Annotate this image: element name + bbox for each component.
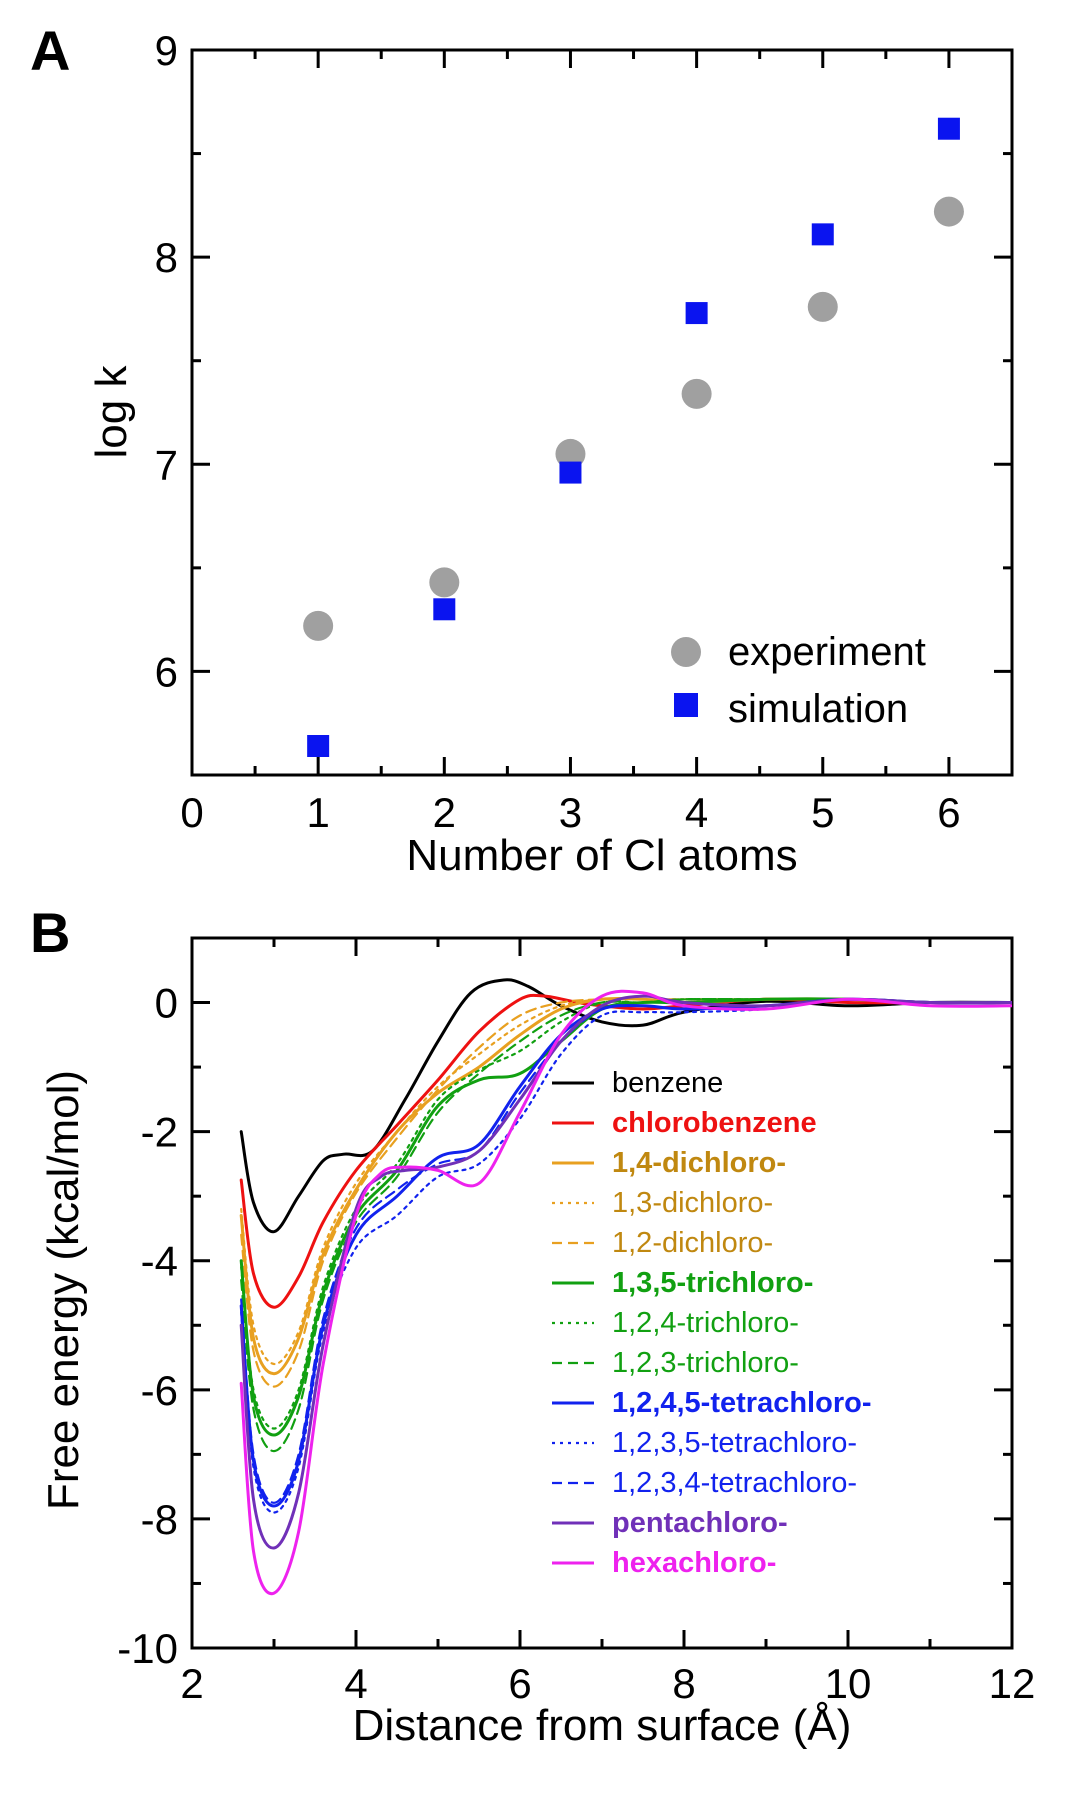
x-tick-label: 4 bbox=[344, 1660, 367, 1707]
x-tick-label: 6 bbox=[508, 1660, 531, 1707]
simulation-point bbox=[937, 117, 960, 140]
panel-b-y-axis-title: Free energy (kcal/mol) bbox=[39, 1070, 88, 1510]
panel-b-legend: benzene chlorobenzene 1,4-dichloro- 1,3-dic… bbox=[552, 1067, 871, 1579]
x-tick-label: 5 bbox=[811, 789, 834, 836]
x-tick-label: 10 bbox=[825, 1660, 872, 1707]
y-tick-label: 8 bbox=[155, 234, 178, 281]
x-tick-label: 4 bbox=[685, 789, 708, 836]
experiment-point bbox=[807, 291, 838, 322]
legend-hexachloro-label: hexachloro- bbox=[612, 1547, 776, 1579]
benzene-line bbox=[239, 978, 1012, 1234]
simulation-point bbox=[811, 223, 834, 246]
legend-1-4-dichloro-label: 1,4-dichloro- bbox=[612, 1147, 786, 1179]
experiment-point bbox=[681, 378, 712, 409]
simulation-point bbox=[433, 598, 456, 621]
legend-1-3-5-trichloro-label: 1,3,5-trichloro- bbox=[612, 1267, 813, 1299]
experiment-point bbox=[933, 196, 964, 227]
panel-b-tick-labels: 2 4 6 8 10 12 -10 -8 -6 -4 -2 0 bbox=[117, 980, 1035, 1707]
x-tick-label: 12 bbox=[989, 1660, 1036, 1707]
x-tick-label: 8 bbox=[672, 1660, 695, 1707]
y-tick-label: -4 bbox=[141, 1238, 178, 1285]
legend-pentachloro-label: pentachloro- bbox=[612, 1507, 788, 1539]
legend-1-2-3-4-tetrachloro-label: 1,2,3,4-tetrachloro- bbox=[612, 1467, 857, 1499]
panel-a-tick-labels: 0 1 2 3 4 5 6 6 7 8 9 bbox=[155, 27, 961, 836]
panel-b-ticks bbox=[190, 938, 1014, 1650]
legend-experiment-marker bbox=[671, 637, 701, 667]
legend-1-3-dichloro-label: 1,3-dichloro- bbox=[612, 1187, 773, 1219]
pentachloro-line bbox=[239, 994, 1012, 1550]
1-2-4-trichloro-line bbox=[240, 997, 1012, 1430]
panel-a-ticks bbox=[190, 48, 1012, 775]
panel-b: B 2 4 6 8 10 12 -10 -8 -6 -4 -2 0 Distance from sur… bbox=[30, 901, 1035, 1750]
x-tick-label: 3 bbox=[559, 789, 582, 836]
legend-1-2-dichloro-label: 1,2-dichloro- bbox=[612, 1227, 773, 1259]
panel-b-series-lines bbox=[239, 978, 1012, 1596]
panel-a-legend: experiment simulation bbox=[671, 630, 926, 731]
y-tick-label: -6 bbox=[141, 1367, 178, 1414]
panel-a-data-marks bbox=[303, 117, 964, 757]
1-2-3-trichloro-line bbox=[240, 997, 1012, 1453]
y-tick-label: 0 bbox=[155, 980, 178, 1027]
panel-a-letter: A bbox=[30, 19, 70, 82]
legend-1-2-4-trichloro-label: 1,2,4-trichloro- bbox=[612, 1307, 799, 1339]
y-tick-label: -10 bbox=[117, 1625, 178, 1672]
panel-b-x-axis-title: Distance from surface (Å) bbox=[353, 1701, 852, 1750]
x-tick-label: 2 bbox=[180, 1660, 203, 1707]
x-tick-label: 6 bbox=[937, 789, 960, 836]
y-tick-label: -8 bbox=[141, 1496, 178, 1543]
legend-simulation-label: simulation bbox=[728, 687, 908, 731]
experiment-point bbox=[555, 438, 586, 469]
legend-experiment-label: experiment bbox=[728, 630, 926, 674]
panel-a: A 0 1 2 3 4 5 6 6 7 8 9 Number of Cl atoms log k e… bbox=[30, 19, 1014, 880]
panel-a-frame bbox=[190, 48, 1014, 777]
simulation-point bbox=[685, 302, 708, 325]
panel-b-letter: B bbox=[30, 901, 70, 964]
legend-1-2-3-trichloro-label: 1,2,3-trichloro- bbox=[612, 1347, 799, 1379]
experiment-point bbox=[303, 610, 334, 641]
x-tick-label: 0 bbox=[180, 789, 203, 836]
experiment-point bbox=[429, 567, 460, 598]
legend-simulation-marker bbox=[674, 693, 698, 717]
legend-1-2-3-5-tetrachloro-label: 1,2,3,5-tetrachloro- bbox=[612, 1427, 857, 1459]
x-tick-label: 2 bbox=[433, 789, 456, 836]
y-tick-label: 7 bbox=[155, 441, 178, 488]
simulation-point bbox=[559, 461, 582, 484]
panel-a-x-axis-title: Number of Cl atoms bbox=[406, 831, 797, 880]
simulation-point bbox=[307, 735, 330, 757]
hexachloro-line bbox=[239, 989, 1012, 1596]
legend-1-2-4-5-tetrachloro-label: 1,2,4,5-tetrachloro- bbox=[612, 1387, 871, 1419]
legend-benzene-label: benzene bbox=[612, 1067, 723, 1099]
y-tick-label: 9 bbox=[155, 27, 178, 74]
x-tick-label: 1 bbox=[306, 789, 329, 836]
y-tick-label: -2 bbox=[141, 1109, 178, 1156]
y-tick-label: 6 bbox=[155, 648, 178, 695]
legend-chlorobenzene-label: chlorobenzene bbox=[612, 1107, 817, 1139]
panel-a-y-axis-title: log k bbox=[87, 365, 136, 459]
